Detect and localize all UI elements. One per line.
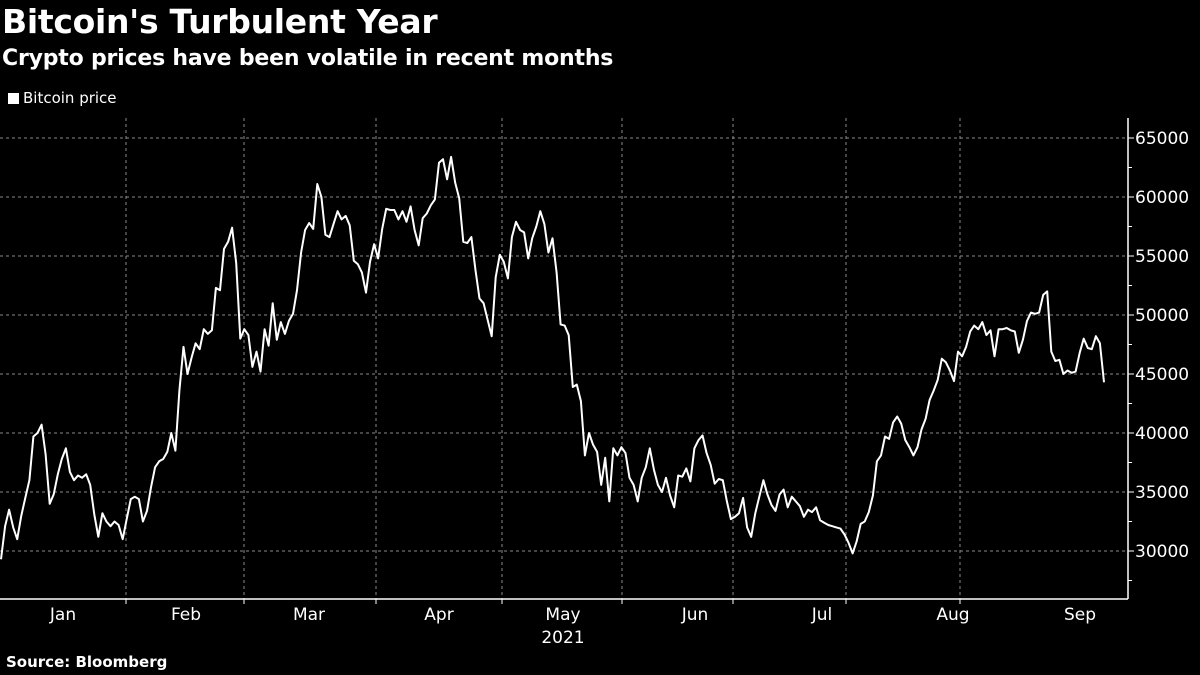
y-tick-label: 35000	[1135, 483, 1189, 503]
y-tick-label: 65000	[1135, 129, 1189, 149]
gridlines	[0, 118, 1128, 599]
x-tick-label-apr: Apr	[424, 605, 453, 625]
x-year-label: 2021	[541, 628, 584, 648]
legend-label: Bitcoin price	[23, 89, 117, 107]
legend-swatch-icon	[8, 92, 19, 104]
y-tick-label: 30000	[1135, 542, 1189, 562]
legend: Bitcoin price	[8, 89, 117, 107]
x-tick-label-jun: Jun	[681, 605, 709, 625]
y-axis-labels: 30000 35000 40000 45000 50000 55000 60000 65000	[1135, 129, 1189, 562]
x-tick-label-jul: Jul	[811, 605, 833, 625]
x-tick-label-sep: Sep	[1064, 605, 1096, 625]
x-axis-labels: Jan Feb Mar Apr May Jun Jul Aug Sep 2021	[49, 605, 1096, 648]
axes	[0, 118, 1134, 604]
y-tick-label: 60000	[1135, 188, 1189, 208]
chart-subtitle: Crypto prices have been volatile in rece…	[2, 46, 614, 71]
x-tick-label-mar: Mar	[293, 605, 325, 625]
y-tick-label: 45000	[1135, 365, 1189, 385]
y-tick-label: 50000	[1135, 306, 1189, 326]
source-note: Source: Bloomberg	[6, 653, 168, 671]
x-tick-label-jan: Jan	[49, 605, 76, 625]
x-tick-label-aug: Aug	[936, 605, 969, 625]
chart-title: Bitcoin's Turbulent Year	[2, 2, 438, 41]
y-tick-label: 40000	[1135, 424, 1189, 444]
bitcoin-price-line	[0, 155, 1105, 560]
y-tick-label: 55000	[1135, 247, 1189, 267]
x-tick-label-may: May	[545, 605, 580, 625]
x-tick-label-feb: Feb	[171, 605, 201, 625]
